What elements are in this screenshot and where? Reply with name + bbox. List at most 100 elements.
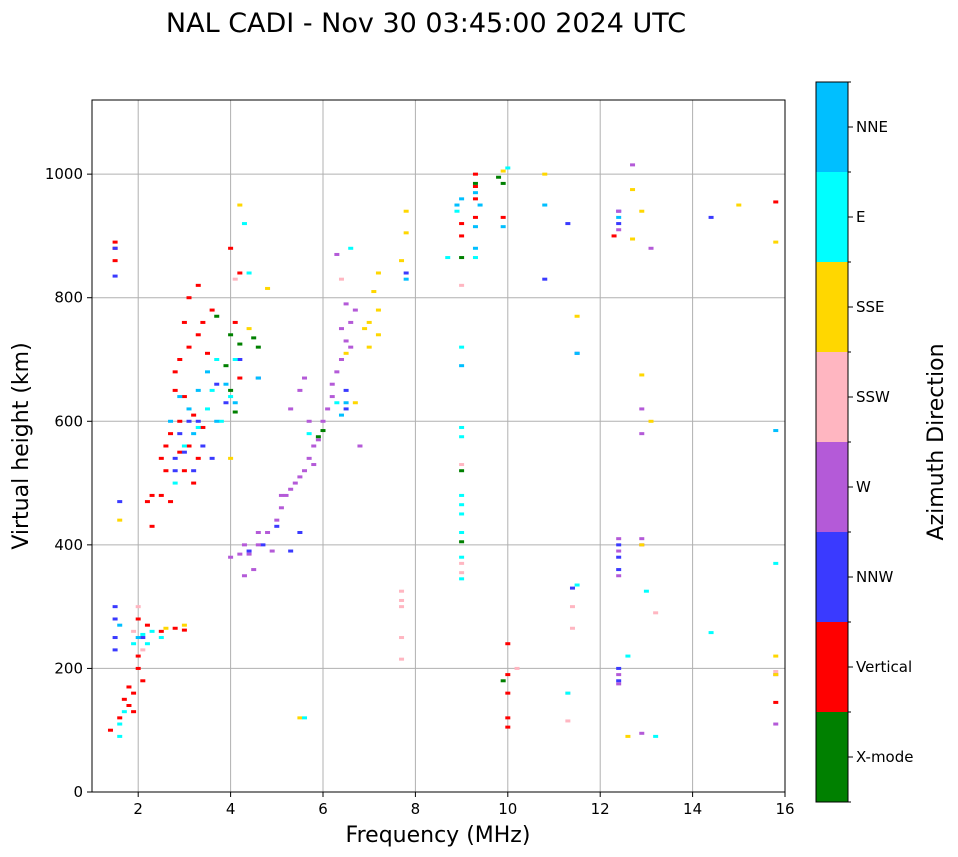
point-vertical	[228, 246, 234, 250]
point-e	[459, 435, 465, 439]
point-ssw	[399, 598, 405, 602]
point-w	[639, 537, 645, 541]
point-nnw	[112, 636, 118, 640]
point-w	[274, 518, 280, 522]
point-e	[218, 419, 224, 423]
point-vertical	[144, 623, 150, 627]
point-nne	[232, 401, 238, 405]
point-vertical	[112, 259, 118, 263]
point-sse	[117, 518, 123, 522]
point-e	[459, 493, 465, 497]
point-x-mode	[228, 333, 234, 337]
point-nne	[472, 225, 478, 229]
point-nne	[223, 382, 229, 386]
point-nne	[168, 419, 174, 423]
point-sse	[362, 327, 368, 331]
point-e	[454, 209, 460, 213]
point-nnw	[260, 543, 266, 547]
point-nnw	[343, 407, 349, 411]
point-e	[459, 531, 465, 534]
point-ssw	[569, 626, 575, 630]
point-w	[616, 574, 622, 578]
point-e	[505, 166, 511, 170]
plot-frame	[91, 99, 786, 793]
point-vertical	[112, 240, 118, 244]
point-w	[334, 370, 340, 374]
point-w	[251, 568, 257, 572]
point-e	[195, 425, 201, 429]
point-e	[144, 642, 150, 646]
y-tick-label: 200	[54, 659, 83, 677]
point-vertical	[149, 524, 155, 528]
point-e	[574, 583, 580, 587]
point-nnw	[112, 648, 118, 652]
point-vertical	[177, 358, 183, 361]
point-ssw	[459, 463, 465, 467]
point-sse	[648, 419, 654, 423]
x-tick-label: 12	[591, 800, 610, 818]
point-vertical	[191, 481, 197, 485]
point-nne	[477, 203, 483, 207]
point-vertical	[773, 700, 779, 704]
point-vertical	[186, 444, 192, 448]
point-w	[338, 327, 344, 331]
point-nnw	[616, 222, 622, 226]
point-vertical	[459, 222, 465, 226]
point-nne	[616, 215, 622, 219]
colorbar-swatch	[816, 532, 848, 622]
point-e	[459, 555, 465, 559]
point-e	[205, 407, 210, 411]
point-vertical	[131, 691, 137, 695]
point-vertical	[158, 456, 164, 460]
point-vertical	[181, 320, 187, 324]
colorbar-title: Azimuth Direction	[924, 343, 949, 540]
colorbar-label: NNE	[856, 118, 888, 136]
point-sse	[403, 209, 409, 213]
point-vertical	[186, 296, 192, 300]
point-vertical	[191, 413, 197, 417]
point-e	[708, 631, 714, 635]
point-vertical	[172, 388, 178, 392]
point-w	[306, 419, 312, 423]
point-vertical	[144, 500, 150, 504]
point-vertical	[500, 215, 506, 219]
point-e	[228, 395, 234, 399]
point-w	[343, 302, 349, 306]
point-vertical	[505, 691, 511, 695]
point-nnw	[616, 666, 622, 670]
point-vertical	[177, 419, 183, 423]
point-nne	[403, 277, 409, 281]
point-e	[131, 642, 137, 646]
point-nnw	[708, 215, 714, 219]
point-vertical	[135, 654, 141, 658]
point-nnw	[274, 524, 280, 528]
point-sse	[639, 209, 645, 213]
point-nnw	[112, 246, 118, 250]
point-sse	[574, 314, 580, 318]
point-nne	[135, 636, 141, 640]
point-nne	[191, 432, 197, 436]
point-vertical	[181, 469, 187, 473]
point-ssw	[399, 636, 405, 640]
point-vertical	[237, 376, 243, 380]
point-sse	[352, 401, 358, 405]
point-ssw	[399, 657, 405, 661]
point-vertical	[181, 628, 187, 632]
point-w	[228, 555, 234, 559]
point-w	[616, 228, 622, 232]
point-e	[334, 401, 340, 405]
point-vertical	[186, 345, 192, 349]
point-nne	[500, 225, 506, 229]
point-w	[325, 407, 331, 411]
point-e	[459, 512, 465, 516]
point-vertical	[126, 704, 132, 707]
colorbar-label: SSW	[856, 388, 890, 406]
point-vertical	[505, 725, 511, 729]
point-e	[158, 636, 164, 640]
colorbar-swatch	[816, 352, 848, 442]
point-vertical	[135, 617, 141, 621]
point-nnw	[172, 469, 178, 473]
colorbar-label: E	[856, 208, 865, 226]
x-tick-label: 10	[498, 800, 517, 818]
colorbar-swatch	[816, 82, 848, 172]
